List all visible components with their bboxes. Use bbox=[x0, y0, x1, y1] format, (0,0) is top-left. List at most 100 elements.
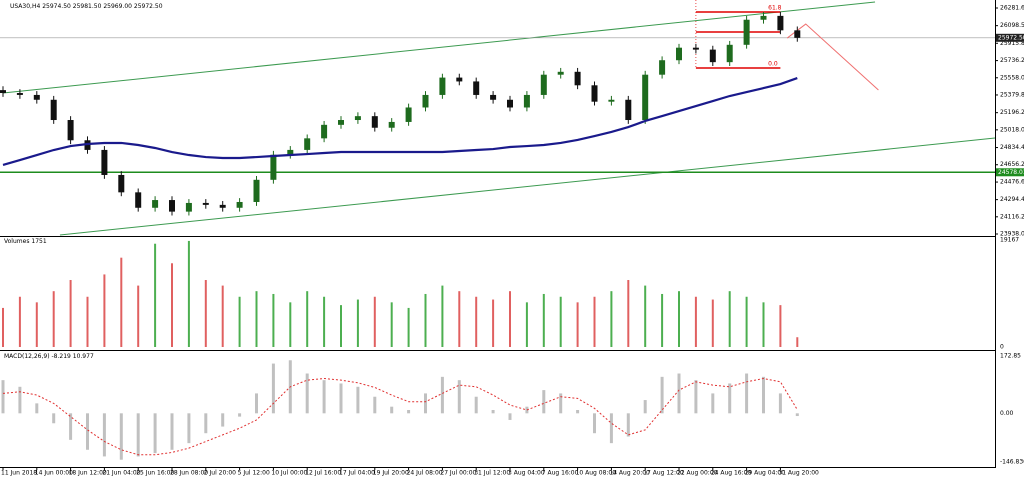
volume-bar bbox=[204, 280, 207, 347]
y-tick-label: 25379.80 bbox=[1000, 91, 1024, 98]
y-tick-label: 0.00 bbox=[1000, 410, 1014, 417]
x-tick-label: 31 Jul 12:00 bbox=[474, 470, 510, 477]
macd-bar bbox=[626, 413, 630, 437]
macd-header: MACD(12,26,9) -8.219 10.977 bbox=[4, 353, 94, 360]
candle-body bbox=[67, 120, 74, 141]
macd-bar bbox=[1, 380, 5, 414]
price-panel: 61.8 0.0 bbox=[0, 0, 995, 236]
signal-last: 10.977 bbox=[73, 353, 94, 360]
macd-bar bbox=[745, 373, 749, 414]
volume-bar bbox=[458, 291, 461, 347]
macd-bar bbox=[390, 406, 394, 414]
volume-bar bbox=[509, 291, 511, 347]
macd-bar bbox=[238, 413, 242, 417]
trendline bbox=[2, 1, 876, 94]
candle-body bbox=[777, 15, 784, 31]
macd-bar bbox=[795, 413, 799, 417]
macd-bar bbox=[677, 373, 681, 414]
macd-bar bbox=[643, 400, 647, 414]
candle-body bbox=[253, 179, 260, 202]
volume-bar bbox=[272, 293, 275, 347]
volume-bar bbox=[306, 291, 309, 347]
price-tag bbox=[996, 168, 1024, 177]
volume-bar bbox=[644, 285, 647, 347]
x-tick-label: 5 Jul 12:00 bbox=[238, 470, 270, 477]
candle-body bbox=[0, 90, 6, 94]
candle-body bbox=[760, 15, 767, 20]
candle-body bbox=[490, 94, 497, 100]
candle-body bbox=[236, 201, 243, 208]
volume-bar bbox=[35, 302, 38, 347]
candle-body bbox=[50, 99, 57, 121]
candle-body bbox=[219, 204, 226, 208]
volume-bar bbox=[745, 296, 748, 347]
volume-bar bbox=[559, 296, 562, 347]
y-tick-label: 24294.40 bbox=[1000, 196, 1024, 203]
volume-bar bbox=[492, 299, 495, 347]
macd-bar bbox=[407, 409, 411, 414]
fib-label: 61.8 bbox=[768, 5, 782, 12]
macd-bar bbox=[221, 413, 225, 427]
macd-bar bbox=[52, 413, 56, 424]
macd-bar bbox=[576, 409, 580, 414]
candle-body bbox=[540, 74, 547, 95]
macd-bar bbox=[593, 413, 596, 434]
x-tick-label: 11 Jun 2018 bbox=[1, 470, 37, 477]
x-tick-label: 10 Aug 08:00 bbox=[576, 470, 617, 477]
macd-bar bbox=[373, 396, 377, 414]
moving-average bbox=[2, 77, 798, 167]
volume-bar bbox=[221, 285, 224, 347]
candle-body bbox=[185, 202, 192, 212]
x-tick-label: 17 Jul 04:00 bbox=[339, 470, 375, 477]
header-value: 25974.50 bbox=[42, 3, 71, 10]
macd-bar bbox=[491, 409, 495, 414]
candle-body bbox=[371, 116, 378, 128]
candle-body bbox=[591, 85, 598, 102]
volume-bar bbox=[728, 291, 731, 347]
candle-body bbox=[557, 71, 564, 75]
symbol: USA30,H4 bbox=[10, 3, 40, 10]
y-tick-label: -146.836 bbox=[1000, 459, 1024, 466]
candle-body bbox=[405, 107, 412, 122]
y-tick-label: 172.85 bbox=[1000, 353, 1021, 360]
volume-bar bbox=[187, 240, 190, 347]
volume-bar bbox=[2, 307, 4, 347]
candle-body bbox=[659, 60, 666, 75]
volume-bar bbox=[120, 257, 123, 347]
volume-bar bbox=[525, 302, 528, 347]
macd-bar bbox=[762, 376, 765, 414]
volume-bar bbox=[289, 302, 292, 347]
candle-body bbox=[574, 71, 581, 86]
y-tick-label: 24116.20 bbox=[1000, 213, 1024, 220]
volume-bar bbox=[154, 243, 157, 347]
candle-body bbox=[33, 94, 40, 100]
volume-last: 1751 bbox=[31, 238, 46, 245]
macd-bar bbox=[474, 396, 478, 414]
volume-bar bbox=[137, 285, 140, 347]
volume-bar bbox=[576, 302, 579, 347]
candle-body bbox=[354, 116, 361, 121]
y-tick-label: 0 bbox=[1000, 344, 1004, 351]
macd-bar bbox=[271, 363, 275, 414]
macd-bar bbox=[102, 413, 106, 457]
macd-bar bbox=[170, 413, 174, 450]
y-tick-label: 25736.20 bbox=[1000, 57, 1024, 64]
x-tick-label: 14 Jun 00:00 bbox=[35, 470, 73, 477]
volume-title: Volumes bbox=[4, 238, 29, 245]
y-tick-label: 24834.40 bbox=[1000, 144, 1024, 151]
price-tag-label: 24578.01 bbox=[998, 169, 1024, 176]
candle-body bbox=[743, 19, 750, 45]
volume-bar bbox=[18, 296, 21, 347]
candle-body bbox=[794, 30, 801, 38]
candle-body bbox=[625, 99, 632, 121]
y-tick-label: 25018.00 bbox=[1000, 126, 1024, 133]
candle-body bbox=[642, 74, 649, 121]
macd-bar bbox=[86, 413, 89, 450]
x-tick-label: 25 Jun 16:00 bbox=[136, 470, 174, 477]
x-tick-label: 27 Jul 00:00 bbox=[440, 470, 476, 477]
volume-bar bbox=[441, 285, 444, 347]
volume-bar bbox=[69, 280, 72, 347]
macd-bar bbox=[508, 413, 512, 420]
macd-bar bbox=[153, 413, 157, 454]
candle-body bbox=[456, 77, 463, 82]
